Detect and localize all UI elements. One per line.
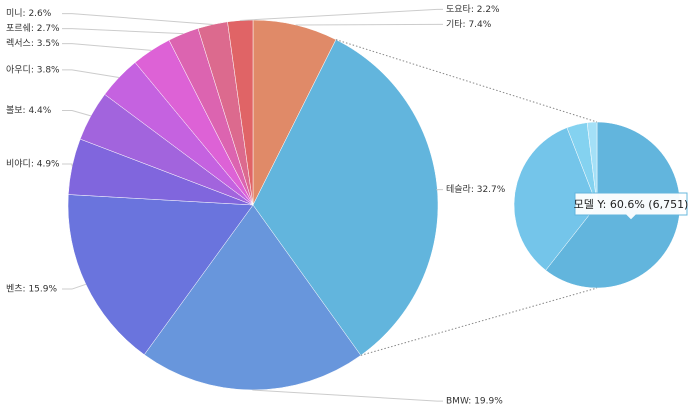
data-label: 렉서스: 3.5% [6,38,60,49]
leader-line [62,283,87,290]
connector-line [360,287,598,356]
data-label: 미니: 2.6% [6,8,52,19]
data-label: BMW: 19.9% [446,397,503,407]
data-label: 벤츠: 15.9% [6,284,57,295]
data-label: 비야디: 4.9% [6,159,60,170]
data-label: 테슬라: 32.7% [446,184,506,195]
leader-line [62,28,184,35]
pie-slice [513,127,598,271]
connector-line [335,39,598,123]
tooltip-text: 모델 Y: 60.6% (6,751) [574,198,689,211]
leader-line [62,110,92,117]
pie-slice [143,204,362,391]
leader-line [240,8,443,21]
leader-line [436,189,443,191]
data-label: 포르쉐: 2.7% [6,23,60,34]
data-label: 도요타: 2.2% [446,4,500,15]
data-label: 아우디: 3.8% [6,64,60,75]
data-label: 기타: 7.4% [446,19,492,30]
pie-slice [67,194,254,356]
leader-line [252,389,443,402]
tooltip-box [574,192,688,221]
leader-line [62,13,213,25]
leader-line [62,163,73,167]
leader-line [295,23,443,26]
leader-line [62,43,152,51]
leader-line [62,69,120,79]
data-label: 볼보: 4.4% [6,105,52,116]
